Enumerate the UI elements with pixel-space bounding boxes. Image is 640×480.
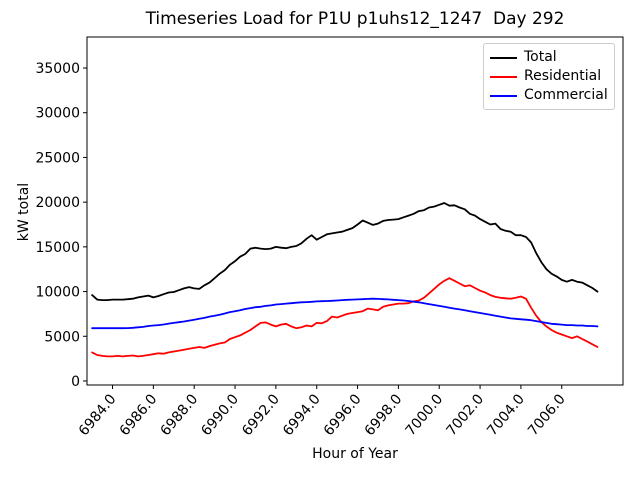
plot-frame <box>86 36 624 386</box>
y-tick-label: 20000 <box>35 195 80 211</box>
legend-item-commercial: Commercial <box>490 86 608 105</box>
x-tick-label: 7004.0 <box>484 391 528 439</box>
legend-line-sample-commercial <box>490 94 517 97</box>
y-tick-label: 15000 <box>35 240 80 256</box>
legend: Total Residential Commercial <box>483 43 615 110</box>
x-tick-label: 6990.0 <box>198 391 242 439</box>
series-lines <box>91 202 599 358</box>
y-axis-label: kW total <box>16 182 32 242</box>
y-tick-label: 25000 <box>35 150 80 166</box>
x-axis-label: Hour of Year <box>312 446 398 462</box>
x-tick-label: 6984.0 <box>76 391 120 439</box>
legend-item-total: Total <box>490 48 608 67</box>
series-line-total <box>91 202 599 302</box>
legend-line-sample-residential <box>490 75 517 78</box>
chart-title: Timeseries Load for P1U p1uhs12_1247 Day… <box>145 9 565 29</box>
legend-label-commercial: Commercial <box>524 87 608 103</box>
y-tick-label: 35000 <box>35 61 80 77</box>
x-tick-label: 6986.0 <box>117 391 161 439</box>
y-axis-ticks: 0 5000 10000 15000 20000 25000 30000 35000 <box>35 61 87 390</box>
series-line-residential <box>91 277 599 358</box>
x-tick-label: 6988.0 <box>158 391 202 439</box>
x-tick-label: 7006.0 <box>525 391 569 439</box>
y-tick-label: 5000 <box>44 329 80 345</box>
legend-label-residential: Residential <box>524 68 602 84</box>
x-tick-label: 6992.0 <box>239 391 283 439</box>
legend-label-total: Total <box>524 49 557 65</box>
x-tick-label: 6994.0 <box>280 391 324 439</box>
x-tick-label: 6996.0 <box>321 391 365 439</box>
y-tick-label: 30000 <box>35 106 80 122</box>
x-axis-ticks: 6984.06986.06988.06990.06992.06994.06996… <box>76 385 569 439</box>
x-tick-label: 7000.0 <box>403 391 447 439</box>
x-tick-label: 7002.0 <box>443 391 487 439</box>
x-tick-label: 6998.0 <box>362 391 406 439</box>
plot-border <box>86 36 624 386</box>
legend-line-sample-total <box>490 56 517 59</box>
y-tick-label: 0 <box>71 374 80 390</box>
series-line-commercial <box>91 297 599 330</box>
y-tick-label: 10000 <box>35 285 80 301</box>
legend-item-residential: Residential <box>490 67 608 86</box>
